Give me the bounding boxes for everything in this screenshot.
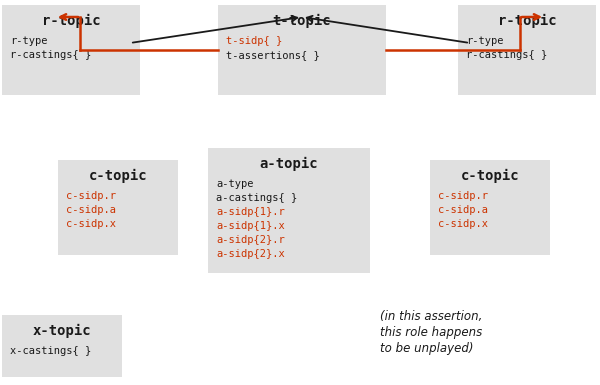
Text: t-assertions{ }: t-assertions{ }	[226, 50, 320, 60]
Text: x-castings{ }: x-castings{ }	[10, 346, 91, 356]
Text: a-sidp{1}.x: a-sidp{1}.x	[216, 221, 285, 231]
Bar	[58, 160, 178, 255]
Text: r-topic: r-topic	[41, 14, 100, 28]
Text: a-castings{ }: a-castings{ }	[216, 193, 297, 203]
Bar	[208, 148, 370, 273]
Text: r-type: r-type	[10, 36, 47, 46]
Text: t-topic: t-topic	[272, 14, 331, 28]
Bar	[218, 5, 386, 95]
Text: c-topic: c-topic	[461, 169, 520, 183]
Text: r-castings{ }: r-castings{ }	[10, 50, 91, 60]
Text: c-sidp.r: c-sidp.r	[438, 191, 488, 201]
Text: r-castings{ }: r-castings{ }	[466, 50, 547, 60]
Bar	[2, 315, 122, 377]
Text: x-topic: x-topic	[32, 324, 91, 338]
Bar	[430, 160, 550, 255]
Text: t-sidp{ }: t-sidp{ }	[226, 36, 282, 46]
Text: c-sidp.x: c-sidp.x	[438, 219, 488, 229]
Text: c-sidp.a: c-sidp.a	[438, 205, 488, 215]
Text: c-topic: c-topic	[89, 169, 148, 183]
Text: a-type: a-type	[216, 179, 254, 189]
Text: this role happens: this role happens	[380, 326, 482, 339]
Text: c-sidp.r: c-sidp.r	[66, 191, 116, 201]
Text: c-sidp.a: c-sidp.a	[66, 205, 116, 215]
Text: r-type: r-type	[466, 36, 503, 46]
Text: a-sidp{2}.r: a-sidp{2}.r	[216, 235, 285, 245]
Bar	[458, 5, 596, 95]
Text: c-sidp.x: c-sidp.x	[66, 219, 116, 229]
Text: a-topic: a-topic	[260, 157, 319, 171]
Bar	[2, 5, 140, 95]
Text: a-sidp{1}.r: a-sidp{1}.r	[216, 207, 285, 217]
Text: (in this assertion,: (in this assertion,	[380, 310, 482, 323]
Text: a-sidp{2}.x: a-sidp{2}.x	[216, 249, 285, 259]
Text: to be unplayed): to be unplayed)	[380, 342, 473, 355]
Text: r-topic: r-topic	[497, 14, 556, 28]
